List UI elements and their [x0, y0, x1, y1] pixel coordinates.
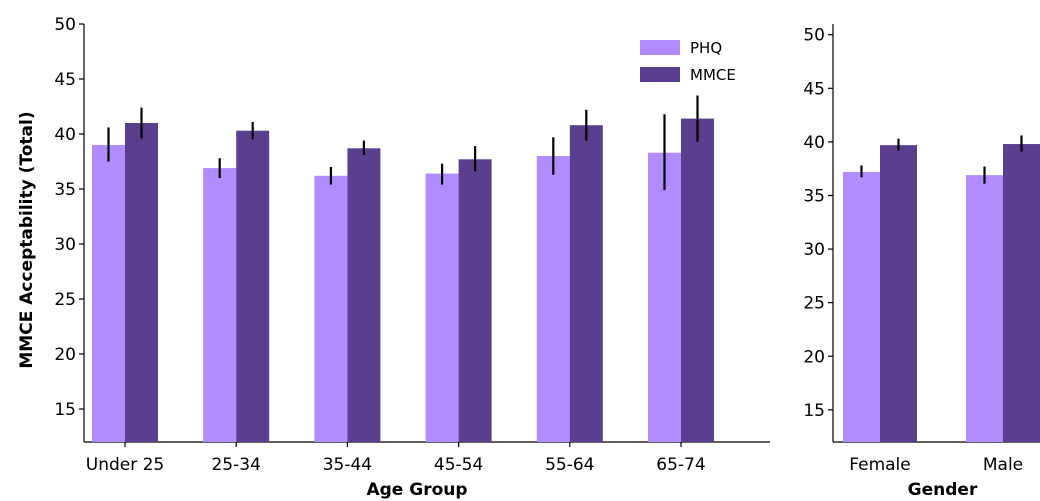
y-tick-label: 40: [54, 125, 76, 145]
y-tick-label: 25: [803, 294, 825, 314]
bar-phq-55-64: [536, 156, 570, 442]
bar-phq-under-25: [92, 145, 125, 442]
x-axis-title: Age Group: [366, 480, 467, 500]
bar-mmce-female: [880, 145, 917, 442]
bar-phq-35-44: [314, 175, 348, 443]
y-tick-label: 35: [54, 180, 76, 200]
y-tick-label: 30: [803, 240, 825, 260]
legend-swatch-phq: [640, 40, 680, 55]
x-tick-label: 45-54: [434, 455, 483, 475]
bar-phq-65-74: [648, 152, 681, 442]
x-tick-label: 65-74: [656, 455, 705, 475]
y-tick-label: 50: [54, 15, 76, 35]
bar-phq-45-54: [425, 173, 459, 442]
left-panel: 15 20 25 30 35 40 45 50 Under 25 25-34 35-44 45-54 5…: [54, 15, 770, 500]
x-tick-label: 25-34: [211, 455, 260, 475]
y-tick-label: 15: [803, 401, 825, 421]
legend-label-mmce: MMCE: [690, 66, 736, 84]
x-tick-label: Female: [849, 455, 910, 475]
bar-phq-male: [966, 175, 1003, 442]
x-tick-label: Under 25: [86, 455, 165, 475]
legend: PHQ MMCE: [640, 39, 736, 84]
y-tick-label: 35: [803, 186, 825, 206]
legend-label-phq: PHQ: [690, 39, 722, 57]
y-tick-label: 20: [54, 345, 76, 365]
y-tick-label: 40: [803, 133, 825, 153]
y-tick-label: 45: [803, 79, 825, 99]
bar-mmce-male: [1003, 144, 1040, 443]
x-tick-label: 55-64: [545, 455, 594, 475]
bar-mmce-55-64: [569, 125, 603, 442]
bar-mmce-under-25: [125, 123, 158, 442]
y-axis-title: MMCE Acceptability (Total): [17, 111, 37, 368]
legend-swatch-mmce: [640, 67, 680, 82]
y-tick-label: 30: [54, 235, 76, 255]
bar-phq-female: [843, 171, 880, 442]
bar-mmce-25-34: [236, 130, 270, 442]
y-tick-label: 25: [54, 290, 76, 310]
bar-mmce-65-74: [681, 118, 714, 442]
bar-mmce-45-54: [458, 159, 492, 443]
y-tick-label: 20: [803, 347, 825, 367]
y-tick-label: 15: [54, 400, 76, 420]
y-tick-label: 50: [803, 26, 825, 46]
bar-mmce-35-44: [347, 148, 381, 443]
x-tick-label: 35-44: [323, 455, 372, 475]
x-tick-label: Male: [983, 455, 1023, 475]
x-axis-title: Gender: [908, 480, 978, 500]
bar-phq-25-34: [203, 168, 237, 442]
y-tick-label: 45: [54, 70, 76, 90]
